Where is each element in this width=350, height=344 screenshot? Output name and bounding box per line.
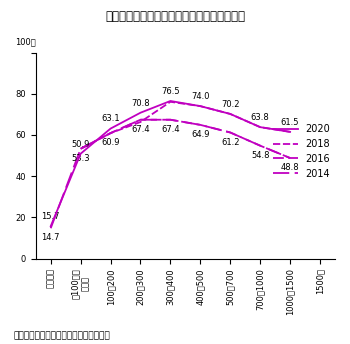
Text: 14.7: 14.7 [41, 233, 60, 243]
Text: 76.5: 76.5 [161, 87, 180, 96]
Text: 63.1: 63.1 [101, 115, 120, 123]
Text: 50.9: 50.9 [71, 140, 90, 149]
Text: 54.8: 54.8 [251, 151, 270, 160]
Text: 67.4: 67.4 [161, 125, 180, 134]
Text: 図表８　夫の年収階級別に見た妻の労働力率: 図表８ 夫の年収階級別に見た妻の労働力率 [105, 10, 245, 23]
Text: 48.8: 48.8 [281, 163, 300, 172]
Text: 100％: 100％ [15, 37, 36, 46]
Text: 70.8: 70.8 [131, 99, 150, 108]
Text: 74.0: 74.0 [191, 92, 210, 101]
Text: 15.7: 15.7 [41, 212, 60, 221]
Text: （資料）総務省「労働力調査」より作成: （資料）総務省「労働力調査」より作成 [14, 332, 111, 341]
Text: 61.5: 61.5 [281, 118, 299, 127]
Legend: 2020, 2018, 2016, 2014: 2020, 2018, 2016, 2014 [273, 124, 330, 179]
Text: 67.4: 67.4 [131, 125, 150, 134]
Text: 60.9: 60.9 [101, 138, 120, 147]
Text: 63.8: 63.8 [251, 113, 270, 122]
Text: 53.3: 53.3 [71, 154, 90, 163]
Text: 70.2: 70.2 [221, 100, 239, 109]
Text: 64.9: 64.9 [191, 130, 210, 139]
Text: 61.2: 61.2 [221, 138, 239, 147]
